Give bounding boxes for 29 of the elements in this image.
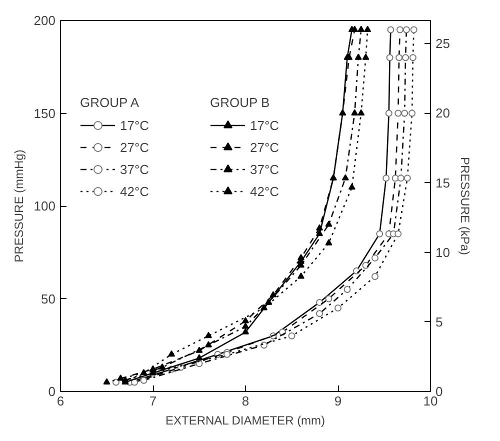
legend-label: 17°C (250, 118, 280, 132)
legend-label: 17°C (120, 118, 150, 132)
legend-label: 27°C (120, 140, 150, 154)
y2-tick-label: 20 (436, 106, 450, 121)
text: GROUP B (210, 95, 270, 110)
legend-label: 42°C (120, 184, 150, 198)
x-axis-title: EXTERNAL DIAMETER (mm) (165, 414, 326, 428)
x-tick-label: 6 (56, 394, 64, 408)
y-axis-title: PRESSURE (mmHg) (12, 150, 26, 262)
legend-label: 37°C (120, 162, 150, 176)
y2-tick-label: 10 (436, 244, 450, 260)
x-tick-label: 7 (149, 394, 157, 408)
legend-label: 37°C (250, 162, 280, 176)
y2-tick-label: 5 (436, 314, 443, 330)
legend-label: 27°C (250, 140, 280, 154)
y-tick-label: 50 (41, 291, 56, 306)
y2-axis-title: PRESSURE (kPa) (458, 156, 472, 256)
y2-tick-label: 25 (436, 36, 450, 52)
y-tick-label: 100 (34, 198, 56, 214)
y-tick-label: 150 (34, 106, 56, 121)
x-tick-label: 10 (423, 394, 438, 408)
text: GROUP A (80, 95, 140, 110)
y-tick-label: 0 (48, 384, 56, 399)
y2-tick-label: 0 (436, 384, 443, 399)
x-tick-label: 9 (334, 394, 342, 408)
x-tick-label: 8 (242, 394, 250, 408)
y-tick-label: 200 (34, 13, 56, 28)
y2-tick-label: 15 (436, 175, 450, 190)
legend-label: 42°C (250, 184, 280, 198)
